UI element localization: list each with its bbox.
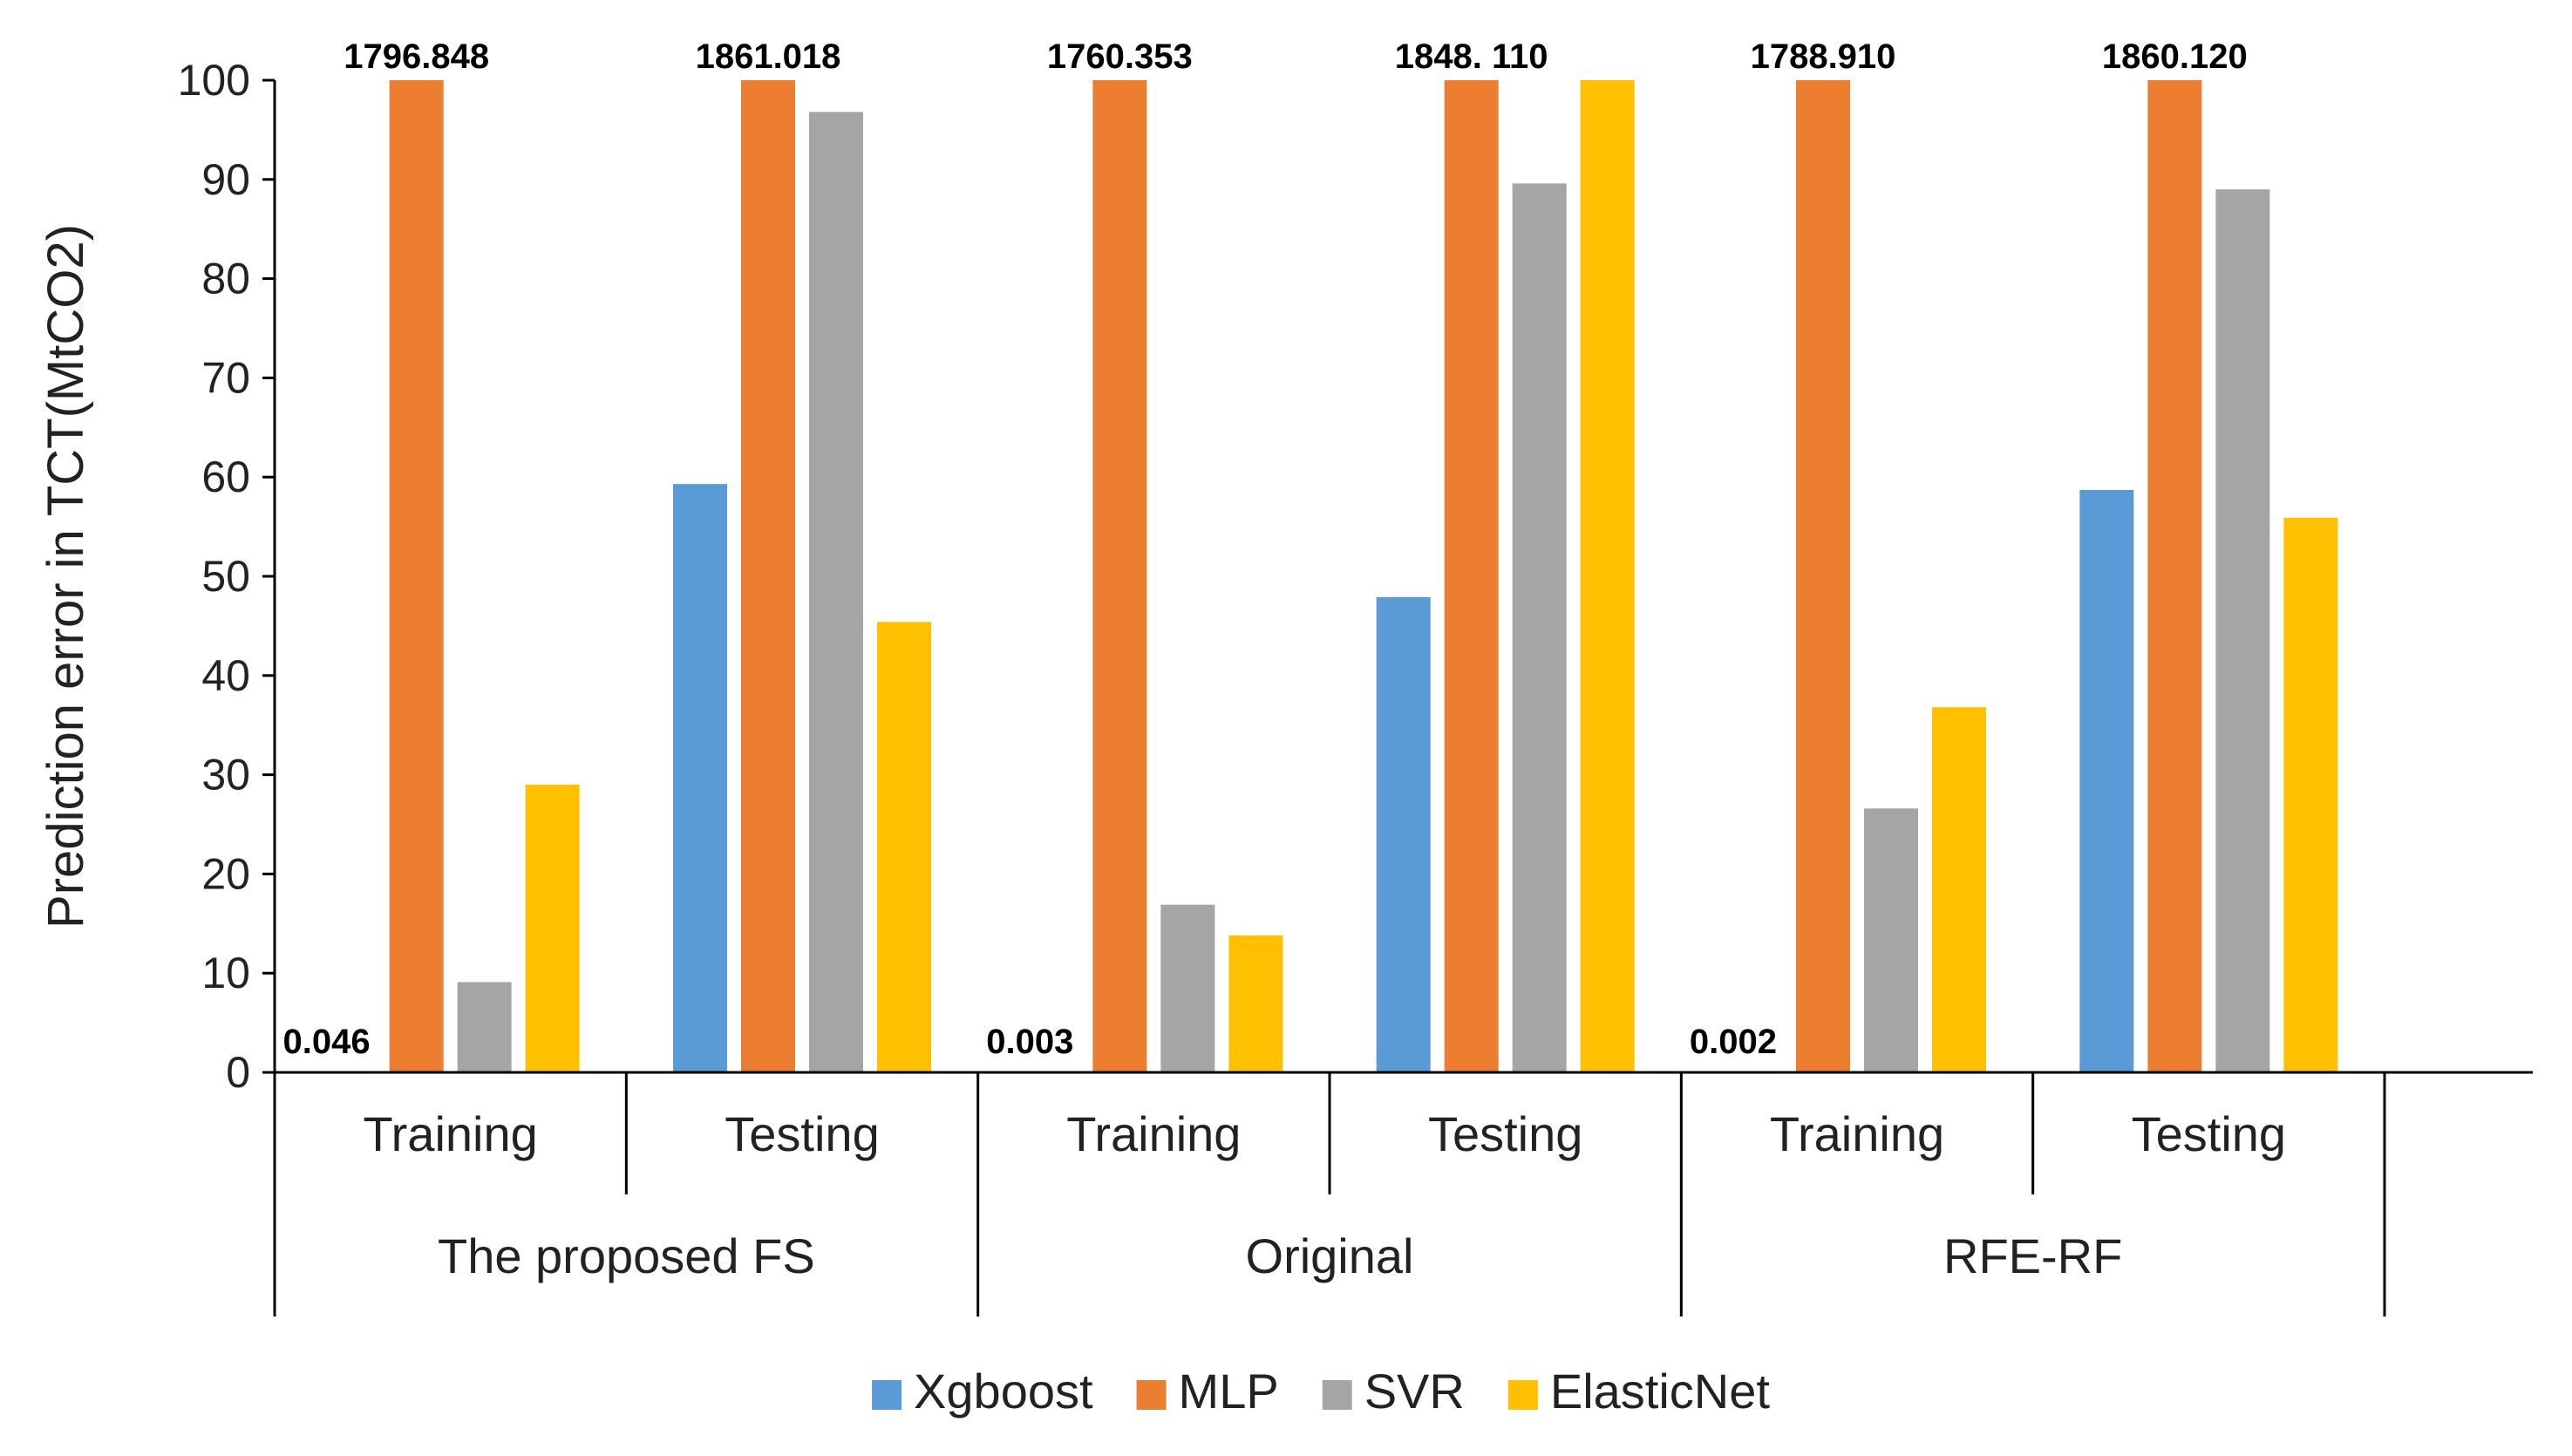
y-tick-label: 50 <box>201 552 250 601</box>
legend-swatch-svr[interactable] <box>1322 1380 1352 1410</box>
bar-svr-4 <box>1864 808 1918 1072</box>
bars <box>321 80 2338 1073</box>
legend-label-xgboost: Xgboost <box>914 1364 1093 1419</box>
x-subcategory-label: Testing <box>1428 1106 1582 1161</box>
legend-swatch-elasticnet[interactable] <box>1507 1380 1538 1410</box>
y-axis: 0 10 20 30 40 50 60 70 80 90 100 <box>178 56 276 1097</box>
x-subcategory-label: Testing <box>725 1106 879 1161</box>
data-label-mlp-2: 1760.353 <box>1047 37 1193 76</box>
bar-svr-0 <box>457 982 512 1072</box>
bar-mlp-5 <box>2147 80 2202 1072</box>
bar-elasticnet-3 <box>1580 80 1635 1072</box>
bar-mlp-3 <box>1444 80 1499 1072</box>
bar-mlp-0 <box>389 80 444 1072</box>
bar-elasticnet-2 <box>1228 935 1283 1072</box>
data-label-mlp-0: 1796.848 <box>344 37 489 76</box>
data-label-xgboost-2: 0.003 <box>986 1023 1073 1061</box>
y-tick-label: 60 <box>201 452 250 501</box>
bar-xgboost-3 <box>1376 596 1431 1072</box>
y-tick-label: 10 <box>201 949 250 997</box>
bar-elasticnet-4 <box>1932 707 1986 1072</box>
legend-label-svr: SVR <box>1364 1364 1465 1419</box>
bar-svr-1 <box>809 112 863 1072</box>
bar-mlp-2 <box>1092 80 1147 1072</box>
x-group-label: Original <box>1246 1228 1414 1283</box>
x-subcategory-label: Training <box>364 1106 538 1161</box>
y-axis-label: Prediction error in TCT(MtCO2) <box>37 224 94 929</box>
x-axis: Training Testing Training Testing Training Te… <box>273 1071 2533 1317</box>
y-tick-label: 0 <box>226 1048 250 1097</box>
y-tick-label: 90 <box>201 155 250 204</box>
y-tick-label: 100 <box>178 56 250 105</box>
data-label-xgboost-4: 0.002 <box>1690 1023 1777 1061</box>
legend-label-mlp: MLP <box>1179 1364 1279 1419</box>
data-label-mlp-4: 1788.910 <box>1751 37 1896 76</box>
bar-elasticnet-1 <box>877 622 931 1072</box>
bar-svr-3 <box>1512 183 1567 1073</box>
y-tick-label: 80 <box>201 255 250 303</box>
y-tick-label: 30 <box>201 751 250 799</box>
bar-svr-2 <box>1160 904 1215 1072</box>
x-subcategory-label: Testing <box>2132 1106 2286 1161</box>
x-subcategory-label: Training <box>1770 1106 1944 1161</box>
legend-swatch-mlp[interactable] <box>1136 1380 1167 1410</box>
data-label-xgboost-0: 0.046 <box>283 1023 371 1061</box>
bar-xgboost-5 <box>2079 489 2134 1072</box>
bar-mlp-4 <box>1796 80 1850 1072</box>
bar-elasticnet-0 <box>525 784 580 1072</box>
y-tick-label: 20 <box>201 849 250 898</box>
bar-svr-5 <box>2215 189 2270 1072</box>
data-labels: 0.046 1796.848 1861.018 0.003 1760.353 1848. … <box>283 37 2248 1061</box>
x-group-label: RFE-RF <box>1943 1228 2122 1283</box>
bar-xgboost-1 <box>673 484 727 1072</box>
data-label-mlp-3: 1848. 110 <box>1395 37 1548 76</box>
y-tick-label: 70 <box>201 353 250 402</box>
x-subcategory-label: Training <box>1066 1106 1241 1161</box>
y-axis-label-group: Prediction error in TCT(MtCO2) <box>37 224 94 929</box>
legend-swatch-xgboost[interactable] <box>872 1380 902 1410</box>
bar-elasticnet-5 <box>2283 517 2338 1072</box>
legend-label-elasticnet: ElasticNet <box>1550 1364 1771 1419</box>
legend[interactable]: Xgboost MLP SVR ElasticNet <box>872 1364 1770 1419</box>
y-tick-label: 40 <box>201 651 250 700</box>
bar-mlp-1 <box>741 80 795 1072</box>
data-label-mlp-5: 1860.120 <box>2102 37 2248 76</box>
x-group-label: The proposed FS <box>438 1228 815 1283</box>
data-label-mlp-1: 1861.018 <box>696 37 841 76</box>
